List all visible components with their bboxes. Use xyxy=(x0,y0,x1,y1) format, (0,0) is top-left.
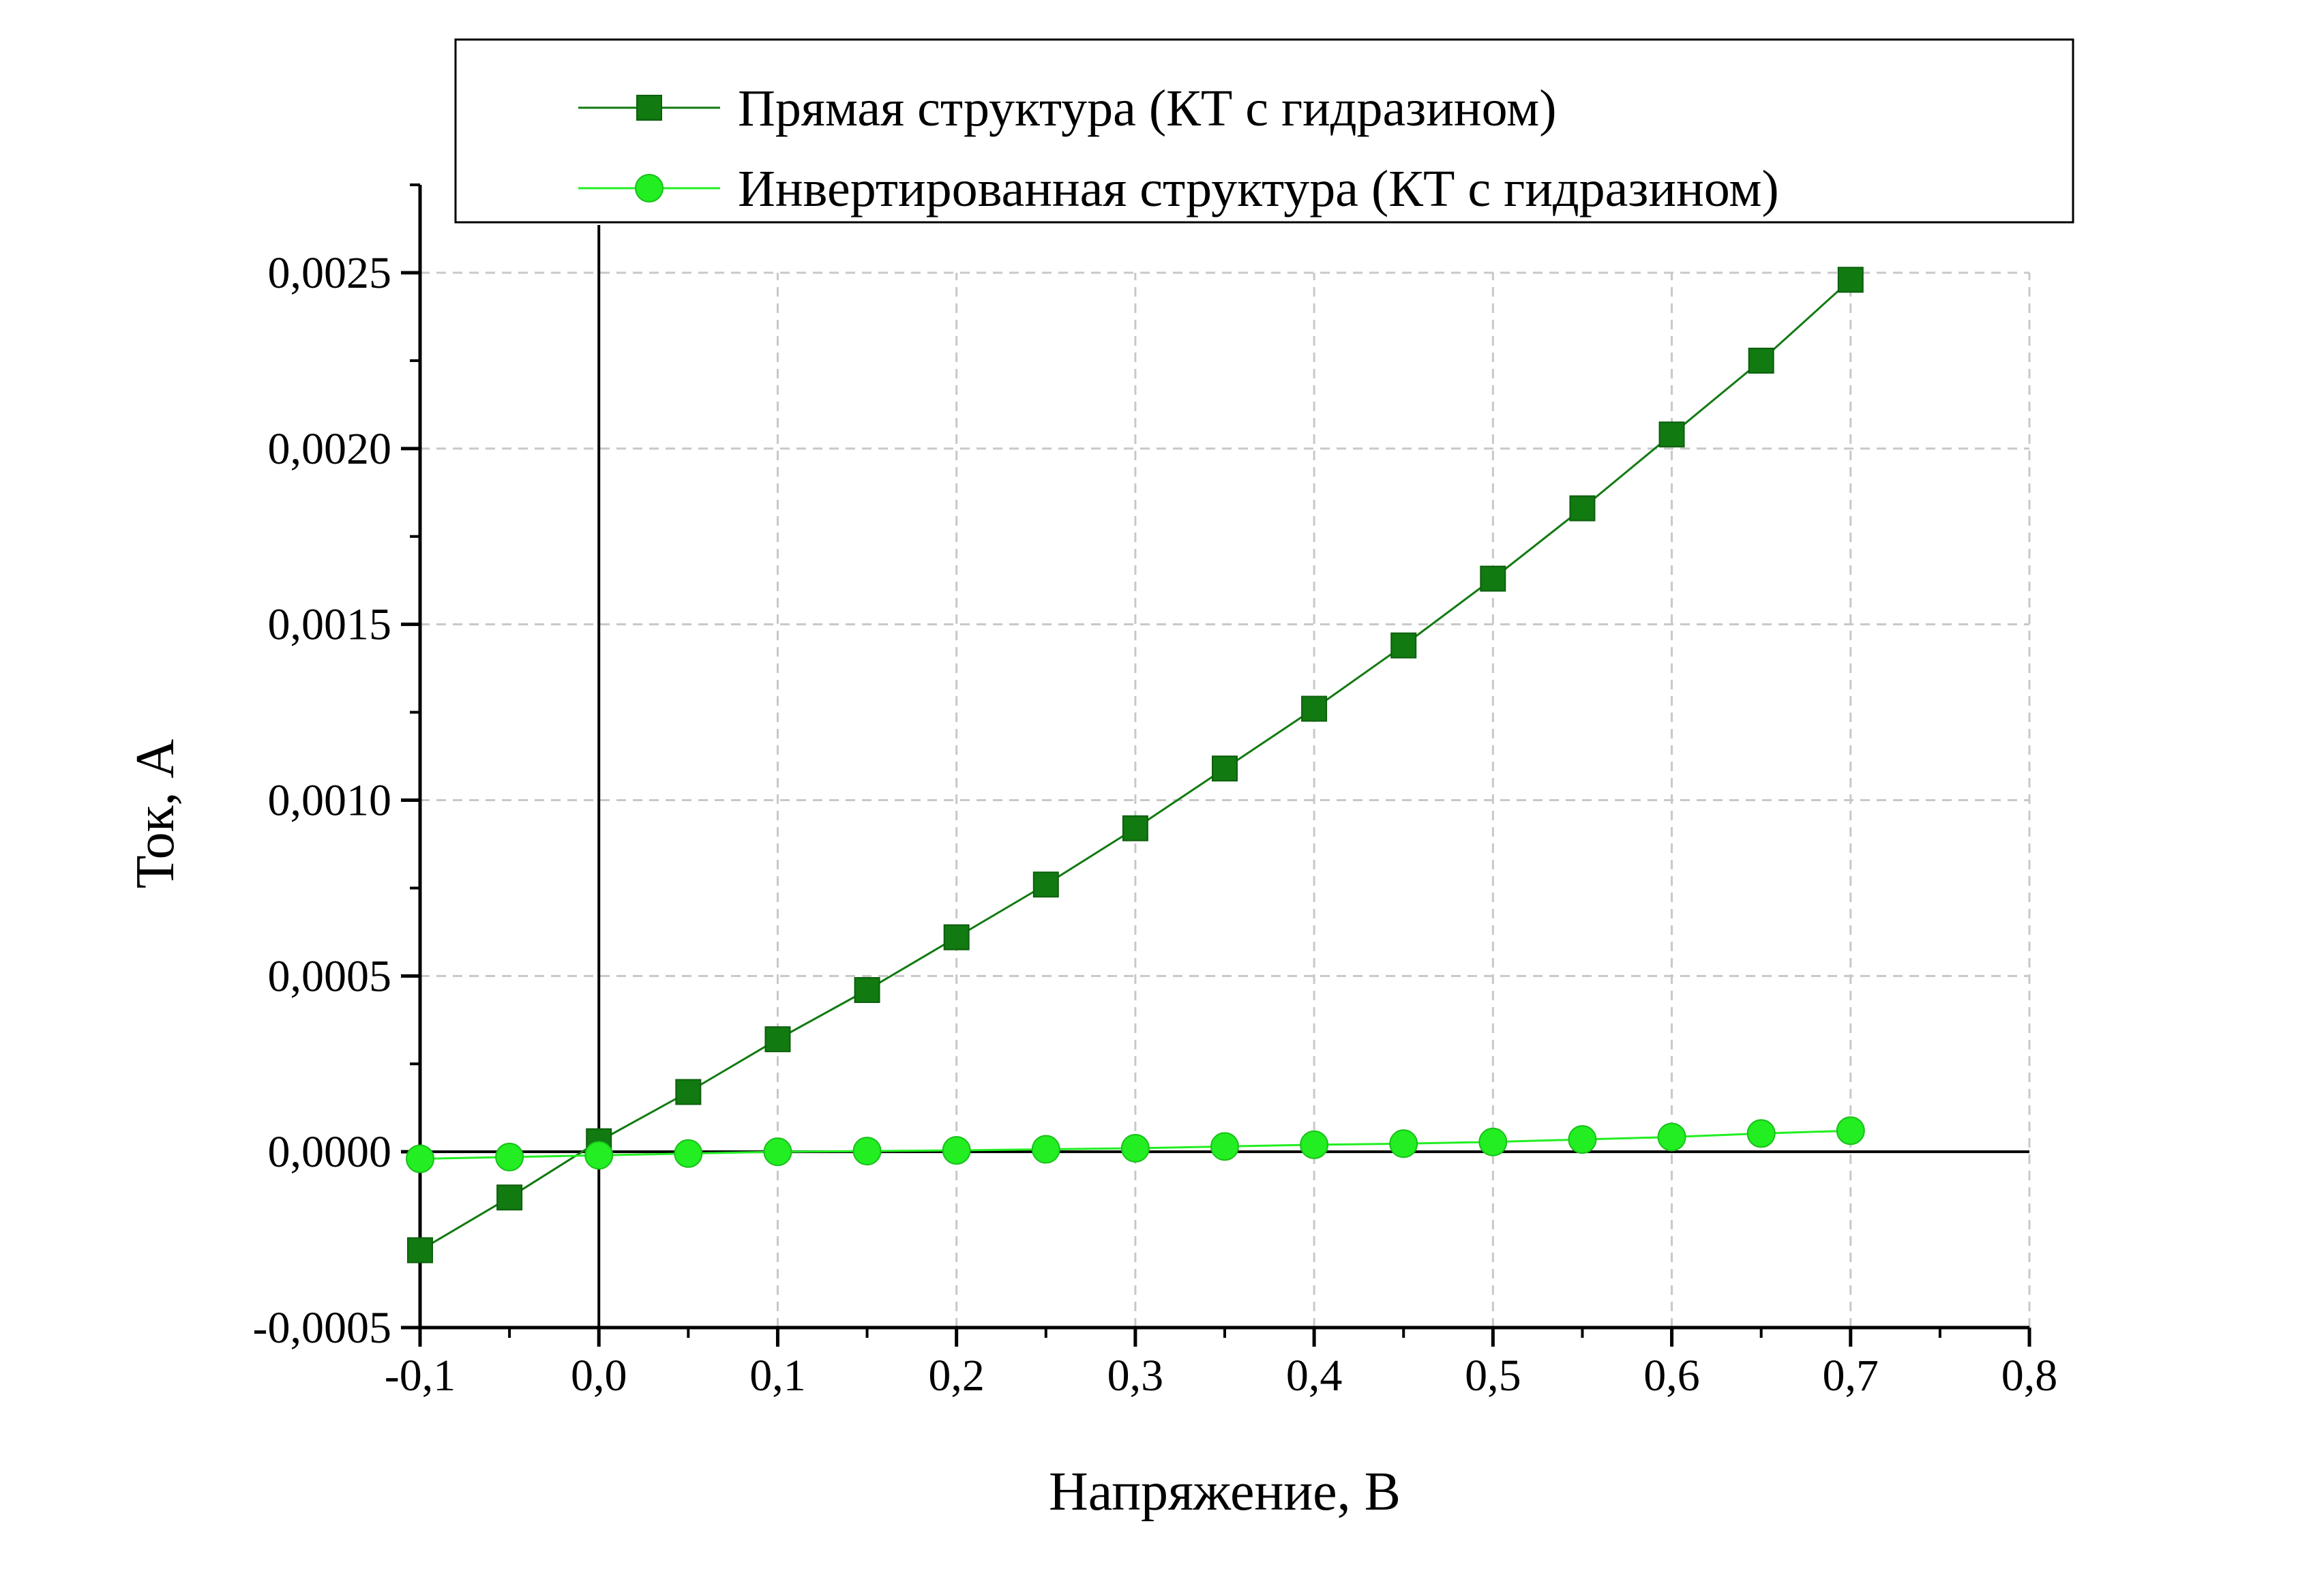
x-tick-label-6: 0,5 xyxy=(1465,1351,1521,1401)
tick-labels: -0,1 0,0 0,1 0,2 0,3 0,4 0,5 0,6 0,7 0,8 -0,0005 0,… xyxy=(253,248,2058,1401)
x-tick-label-9: 0,8 xyxy=(2001,1351,2058,1401)
series-1 xyxy=(406,1116,1865,1173)
series-1-point-4 xyxy=(763,1137,792,1167)
series-0-point-1 xyxy=(496,1184,523,1211)
series-0-point-6 xyxy=(943,924,970,951)
series-1-point-16 xyxy=(1836,1116,1865,1146)
x-tick-label-4: 0,3 xyxy=(1107,1351,1164,1401)
series-0-point-5 xyxy=(854,976,880,1003)
series-0-point-13 xyxy=(1569,495,1596,522)
y-tick-label-2: 0,0005 xyxy=(268,951,392,1001)
series-1-point-10 xyxy=(1300,1130,1329,1159)
x-tick-label-8: 0,7 xyxy=(1823,1351,1879,1401)
legend-marker-0 xyxy=(636,95,662,121)
legend-item-0: Прямая структура (КТ с гидразином) xyxy=(578,80,1557,137)
series-1-point-0 xyxy=(406,1144,434,1173)
series-1-point-6 xyxy=(942,1136,971,1165)
x-axis-title: Напряжение, В xyxy=(1049,1462,1401,1522)
series-0-point-12 xyxy=(1480,565,1506,592)
legend-box xyxy=(454,38,2074,224)
series-1-point-13 xyxy=(1568,1125,1597,1154)
series-1-point-12 xyxy=(1478,1127,1508,1156)
series-0-point-4 xyxy=(764,1026,791,1053)
series-0 xyxy=(407,267,1864,1263)
y-tick-label-0: -0,0005 xyxy=(253,1303,391,1353)
series-0-point-7 xyxy=(1032,871,1059,898)
y-tick-label-3: 0,0010 xyxy=(268,776,392,826)
y-axis-title: Ток, А xyxy=(125,739,185,889)
x-tick-label-3: 0,2 xyxy=(928,1351,985,1401)
series-0-point-3 xyxy=(675,1079,702,1105)
legend-label-0: Прямая структура (КТ с гидразином) xyxy=(738,80,1557,137)
legend: Прямая структура (КТ с гидразином) Инверт… xyxy=(454,38,2074,224)
series-0-point-10 xyxy=(1301,695,1328,722)
series-0-point-16 xyxy=(1837,267,1864,293)
legend-marker-1 xyxy=(635,174,664,203)
series-1-point-8 xyxy=(1120,1134,1150,1163)
series-1-point-15 xyxy=(1746,1119,1776,1148)
series-0-point-8 xyxy=(1122,815,1148,841)
series-1-point-7 xyxy=(1031,1135,1060,1164)
y-tick-label-1: 0,0000 xyxy=(268,1127,392,1177)
tick-marks xyxy=(401,183,2031,1347)
legend-item-1: Инвертированная структура (КТ с гидразин… xyxy=(578,160,1779,218)
series-1-point-3 xyxy=(674,1139,703,1168)
legend-label-1: Инвертированная структура (КТ с гидразин… xyxy=(738,160,1779,218)
x-tick-label-1: 0,0 xyxy=(571,1351,627,1401)
series-0-point-11 xyxy=(1390,632,1417,659)
series xyxy=(406,267,1865,1263)
series-1-point-5 xyxy=(852,1137,882,1166)
series-1-point-9 xyxy=(1210,1132,1239,1161)
grid-lines xyxy=(420,271,2031,1328)
y-tick-label-4: 0,0015 xyxy=(268,600,392,650)
series-1-point-11 xyxy=(1389,1129,1418,1158)
series-0-point-14 xyxy=(1658,421,1685,448)
x-tick-label-0: -0,1 xyxy=(385,1351,456,1401)
x-tick-label-7: 0,6 xyxy=(1643,1351,1700,1401)
series-1-point-2 xyxy=(584,1141,614,1170)
series-1-point-1 xyxy=(495,1142,524,1171)
x-tick-label-5: 0,4 xyxy=(1286,1351,1343,1401)
series-0-point-15 xyxy=(1748,347,1774,374)
y-tick-label-6: 0,0025 xyxy=(268,248,392,298)
series-0-point-9 xyxy=(1212,755,1238,782)
x-tick-label-2: 0,1 xyxy=(749,1351,806,1401)
y-tick-label-5: 0,0020 xyxy=(268,424,392,474)
series-1-point-14 xyxy=(1657,1122,1686,1152)
series-0-point-0 xyxy=(407,1237,433,1263)
legend-items: Прямая структура (КТ с гидразином) Инверт… xyxy=(578,80,1779,218)
